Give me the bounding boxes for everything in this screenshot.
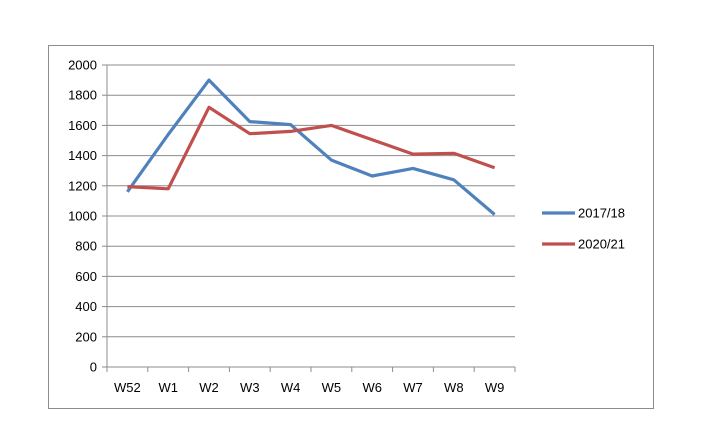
series-line-2017-18 bbox=[126, 78, 496, 216]
y-tick-label: 400 bbox=[75, 299, 97, 314]
y-tick-label: 1000 bbox=[68, 209, 97, 224]
x-tick-label: W1 bbox=[158, 380, 178, 395]
series-lines bbox=[126, 78, 496, 216]
y-tick-label: 2000 bbox=[68, 58, 97, 73]
x-tick-label: W52 bbox=[114, 380, 141, 395]
gridlines bbox=[107, 64, 515, 338]
chart-frame bbox=[48, 45, 654, 409]
x-tick-label: W3 bbox=[240, 380, 260, 395]
y-tick-label: 800 bbox=[75, 239, 97, 254]
x-tick-label: W7 bbox=[403, 380, 423, 395]
x-tick-label: W6 bbox=[362, 380, 382, 395]
x-tick-label: W9 bbox=[485, 380, 505, 395]
x-tick-label: W5 bbox=[322, 380, 342, 395]
y-tick-label: 1200 bbox=[68, 178, 97, 193]
y-tick-label: 0 bbox=[90, 360, 97, 375]
legend-label: 2017/18 bbox=[578, 206, 625, 221]
y-tick-label: 600 bbox=[75, 269, 97, 284]
y-axis-ticks: 0 200 400 600 800 1000 1200 1400 1600 1800 2000 bbox=[68, 58, 107, 375]
y-tick-label: 1400 bbox=[68, 148, 97, 163]
y-tick-label: 1600 bbox=[68, 118, 97, 133]
y-tick-label: 1800 bbox=[68, 88, 97, 103]
x-tick-label: W8 bbox=[444, 380, 464, 395]
y-tick-label: 200 bbox=[75, 329, 97, 344]
x-tick-label: W2 bbox=[199, 380, 219, 395]
legend: 2017/18 2020/21 bbox=[542, 206, 625, 252]
x-axis-ticks: W52 W1 W2 W3 W4 W5 W6 W7 W8 W9 bbox=[106, 367, 516, 395]
legend-label: 2020/21 bbox=[578, 237, 625, 252]
x-tick-label: W4 bbox=[281, 380, 301, 395]
series-line-2020-21 bbox=[127, 105, 496, 191]
